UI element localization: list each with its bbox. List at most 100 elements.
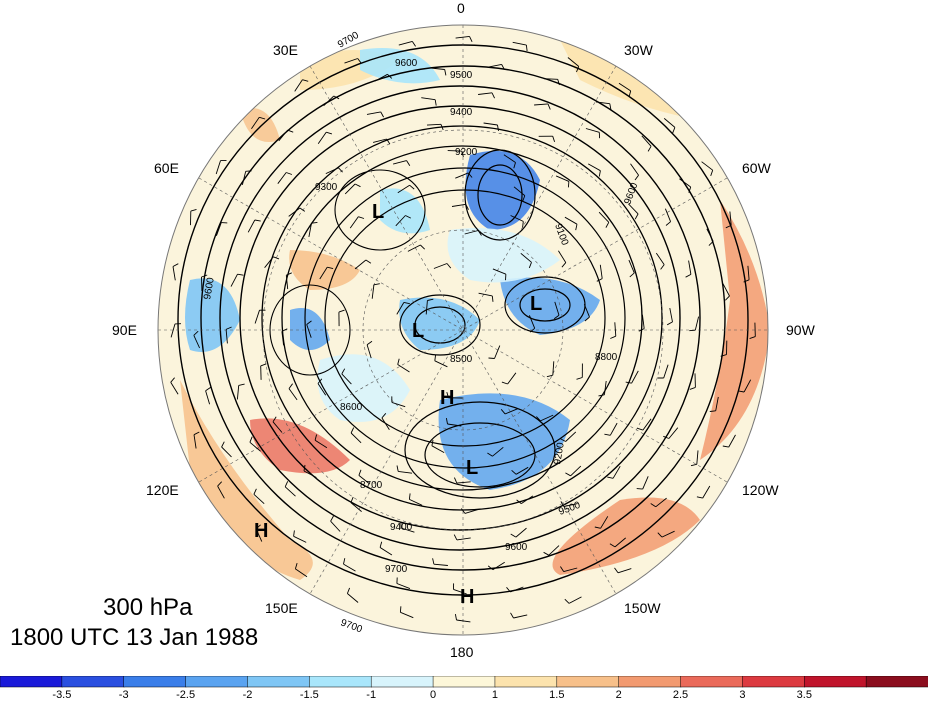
wind-barb [487, 63, 502, 68]
colorbar-segment [61, 676, 125, 688]
wind-barb-flag [491, 92, 496, 99]
wind-barb-flag [238, 383, 245, 386]
wind-barb-flag [689, 386, 696, 390]
wind-barb [722, 283, 730, 297]
wind-barb-flag [373, 283, 380, 286]
colorbar-tick-label: -3 [118, 689, 129, 701]
wind-barb-flag [190, 208, 197, 212]
wind-barb-flag [660, 264, 665, 270]
colorbar-tick-label: -1 [366, 689, 377, 701]
wind-barb-flag [454, 614, 457, 621]
wind-barb [398, 40, 413, 46]
colorbar-segment [123, 676, 187, 688]
wind-barb-flag [358, 469, 362, 476]
wind-barb-flag [453, 477, 458, 484]
wind-barb [456, 481, 471, 484]
wind-barb-flag [477, 230, 482, 236]
wind-barb-flag [333, 95, 340, 100]
wind-barb [344, 183, 356, 195]
wind-barb-flag [501, 64, 505, 70]
colorbar-tick-label: 2.5 [672, 689, 689, 701]
wind-barb-flag [609, 543, 616, 548]
wind-barb [603, 380, 607, 395]
wind-barb [483, 122, 498, 126]
wind-barb [642, 418, 652, 431]
wind-barb-flag [725, 224, 732, 229]
longitude-label: 120E [146, 482, 179, 498]
wind-barb [456, 537, 471, 541]
wind-barb [528, 315, 536, 329]
wind-barb [696, 450, 699, 465]
wind-barb [330, 520, 341, 532]
wind-barb [492, 561, 505, 571]
wind-barb [715, 396, 719, 411]
wind-barb [255, 528, 263, 542]
wind-barb [391, 401, 406, 408]
wind-barb [598, 211, 610, 223]
wind-barb-flag [720, 354, 727, 357]
wind-barb-flag [564, 598, 570, 604]
wind-barb-flag [576, 66, 580, 73]
contour-label: 9200 [552, 441, 567, 465]
wind-barb-flag [636, 488, 643, 490]
wind-barb-flag [193, 330, 199, 336]
wind-barb [455, 35, 470, 39]
wind-barb-flag [403, 301, 410, 305]
wind-barb [295, 568, 308, 578]
wind-barb-flag [440, 124, 444, 131]
longitude-label: 90W [786, 322, 815, 338]
polar-map: L L L L H H H 9700 9600 9500 9400 9300 9… [157, 24, 769, 636]
wind-barb [641, 135, 652, 147]
wind-barb [661, 530, 675, 538]
wind-barb [663, 118, 676, 128]
wind-barb-flag [350, 427, 355, 434]
wind-barb [642, 476, 649, 490]
wind-barb [278, 129, 288, 142]
contour-label: 9400 [390, 522, 413, 533]
wind-barb-flag [501, 381, 508, 385]
wind-barb-flag [357, 58, 362, 64]
wind-barb [568, 596, 582, 604]
wind-barb-flag [553, 314, 560, 320]
wind-barb [396, 583, 411, 590]
wind-barb [554, 301, 560, 316]
wind-barb-flag [346, 587, 351, 594]
wind-barb-flag [405, 215, 411, 219]
anomaly-colorbar [0, 676, 928, 688]
wind-barb [354, 259, 367, 270]
wind-barb [453, 588, 467, 595]
wind-barb-flag [663, 435, 670, 439]
wind-barb [663, 364, 669, 379]
colorbar-segment [618, 676, 682, 688]
wind-barb [555, 175, 570, 182]
wind-barb-flag [293, 530, 295, 537]
wind-barb-flag [431, 439, 434, 446]
wind-barb [241, 171, 247, 186]
colorbar-segment [804, 676, 867, 688]
wind-barb [492, 446, 504, 457]
wind-barb [521, 495, 534, 504]
wind-barb-flag [221, 441, 225, 448]
wind-barb [585, 128, 600, 133]
wind-barb-flag [510, 533, 517, 538]
wind-barb-flag [724, 295, 730, 301]
wind-barb-flag [634, 213, 639, 220]
wind-barb [478, 92, 493, 95]
contour-label: 9200 [455, 147, 478, 158]
colorbar-tick-label: 2 [615, 689, 622, 701]
longitude-label: 60E [154, 160, 179, 176]
wind-barb [503, 154, 516, 163]
wind-barb-flag [259, 116, 266, 120]
colorbar-tick-label: -2 [242, 689, 253, 701]
wind-barb [743, 379, 752, 393]
wind-barb [447, 150, 462, 152]
contour-label: 9500 [450, 70, 473, 81]
wind-barb [366, 111, 381, 115]
wind-barb [397, 364, 410, 373]
wind-barb [433, 563, 448, 566]
wind-barb-flag [445, 418, 448, 425]
wind-barb-flag [560, 566, 565, 572]
wind-barb [341, 373, 352, 385]
wind-barb [253, 493, 265, 505]
wind-barb-flag [446, 263, 452, 269]
